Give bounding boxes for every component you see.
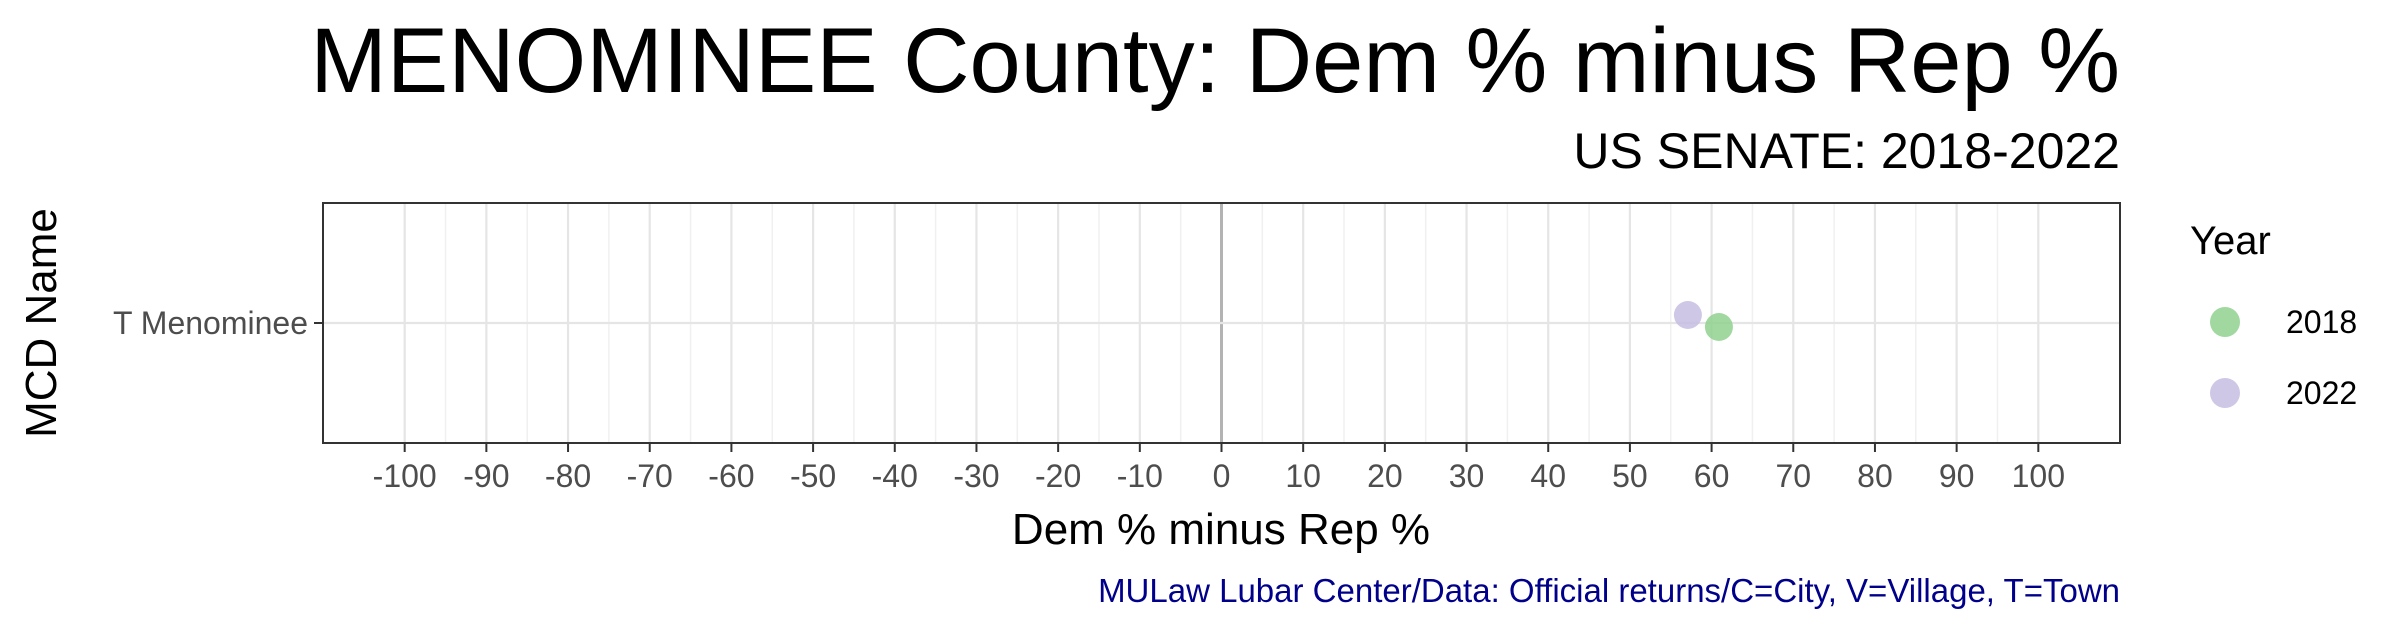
x-tick-label: 100 (2012, 458, 2065, 494)
x-tick-label: 60 (1694, 458, 1730, 494)
x-tick-label: -30 (953, 458, 999, 494)
data-points (1673, 301, 1733, 341)
grid-lines (323, 203, 2120, 443)
x-tick-label: -20 (1035, 458, 1081, 494)
legend-label-2022: 2022 (2286, 375, 2357, 411)
x-tick-label: 10 (1285, 458, 1321, 494)
x-tick-label: -80 (545, 458, 591, 494)
x-tick-label: -100 (373, 458, 437, 494)
x-tick-label: 50 (1612, 458, 1648, 494)
x-tick-label: 90 (1939, 458, 1975, 494)
legend-title: Year (2190, 219, 2271, 263)
legend-key-2022 (2210, 378, 2240, 408)
legend: 2018 2022 (2210, 304, 2357, 411)
x-tick-label: 20 (1367, 458, 1403, 494)
x-tick-label: 40 (1530, 458, 1566, 494)
y-tick-label: T Menominee (113, 305, 308, 341)
chart-subtitle: US SENATE: 2018-2022 (1573, 123, 2120, 179)
plot-panel-border (322, 202, 2121, 444)
x-tick-label: -10 (1117, 458, 1163, 494)
y-axis-title: MCD Name (17, 208, 66, 438)
point-2018 (1704, 313, 1733, 341)
legend-key-2018 (2210, 307, 2240, 337)
x-axis-ticks: -100 -90 -80 -70 -60 -50 -40 -30 -20 -10 0 10 20 30 40… (373, 443, 2065, 494)
x-tick-label: 80 (1857, 458, 1893, 494)
x-tick-label: -40 (872, 458, 918, 494)
y-axis-categories: T Menominee (113, 305, 323, 341)
x-tick-label: -50 (790, 458, 836, 494)
x-tick-label: -90 (463, 458, 509, 494)
x-tick-label: 0 (1213, 458, 1231, 494)
x-axis-title: Dem % minus Rep % (1012, 505, 1430, 554)
x-tick-label: 30 (1449, 458, 1485, 494)
x-tick-label: -70 (627, 458, 673, 494)
x-tick-label: 70 (1775, 458, 1811, 494)
chart-title: MENOMINEE County: Dem % minus Rep % (310, 10, 2120, 112)
point-2022 (1673, 301, 1702, 329)
chart-caption: MULaw Lubar Center/Data: Official return… (1098, 572, 2120, 609)
x-tick-label: -60 (708, 458, 754, 494)
legend-label-2018: 2018 (2286, 304, 2357, 340)
